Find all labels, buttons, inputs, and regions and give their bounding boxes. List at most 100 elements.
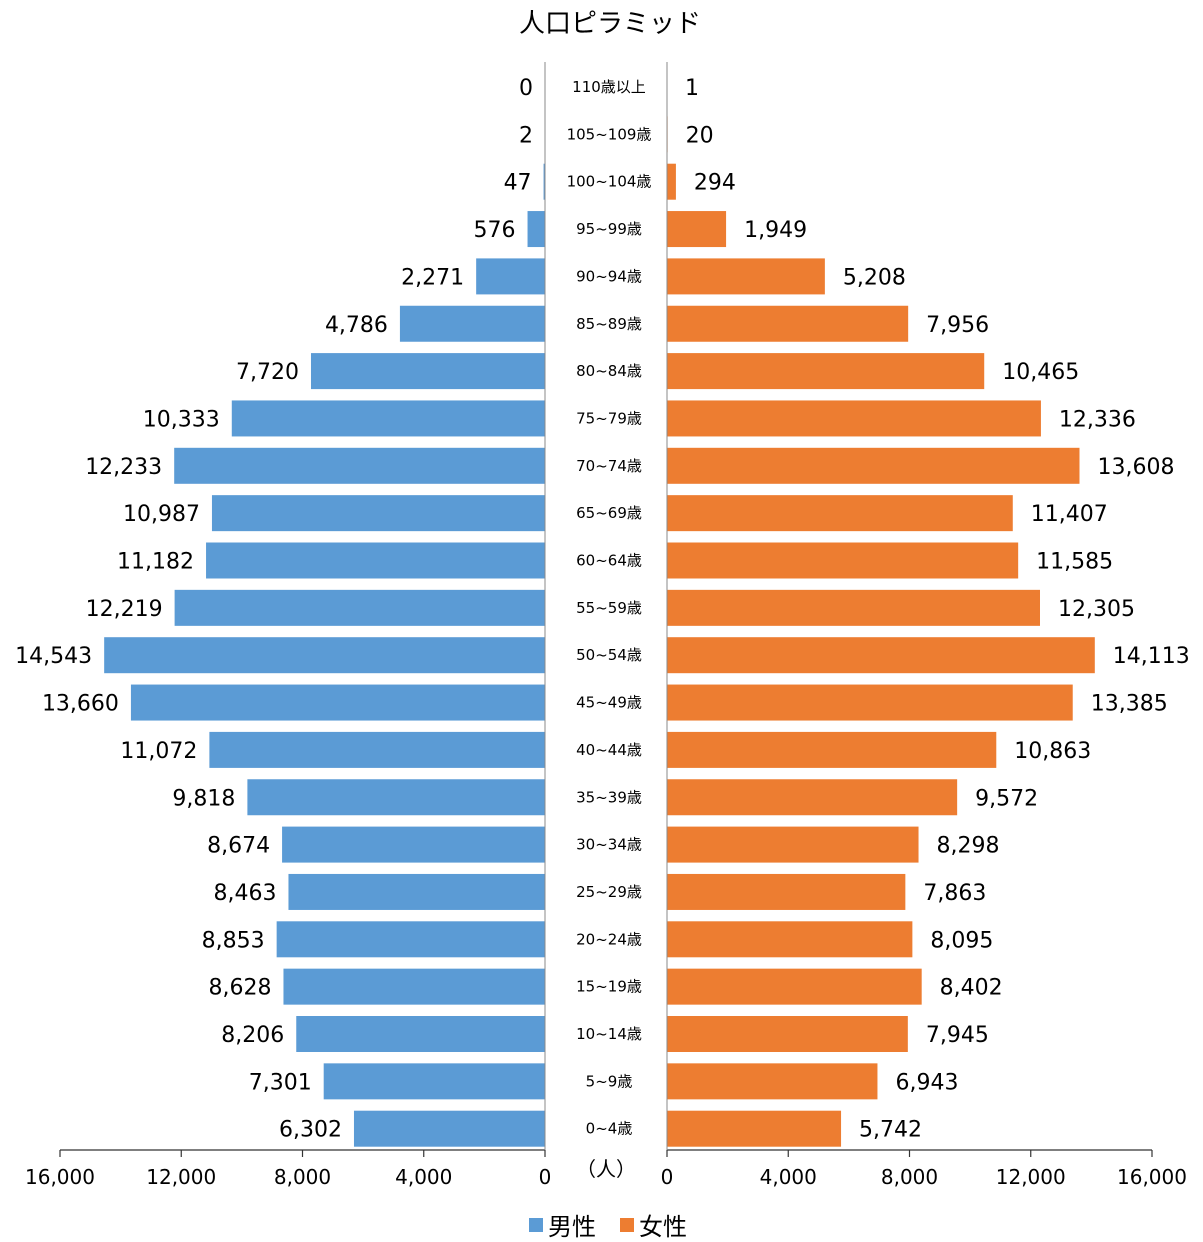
age-group-label: 105~109歳 (567, 125, 652, 143)
female-bar (667, 684, 1073, 721)
age-group-label: 55~59歳 (576, 599, 642, 617)
male-bar (353, 1110, 545, 1147)
female-value-label: 20 (686, 123, 714, 148)
bars-layer: 110歳以上 0 1 105~109歳 2 20 100~104歳 47 294 95~99歳 57… (15, 69, 1190, 1147)
male-value-label: 47 (504, 171, 532, 196)
age-group-label: 40~44歳 (576, 741, 642, 759)
male-value-label: 13,660 (42, 692, 119, 717)
female-value-label: 6,943 (895, 1070, 958, 1095)
age-group-label: 70~74歳 (576, 457, 642, 475)
female-tick-label: 8,000 (881, 1165, 938, 1189)
female-bar (667, 542, 1019, 579)
female-bar (667, 353, 985, 390)
legend-female-label: 女性 (639, 1213, 687, 1241)
male-value-label: 576 (474, 218, 516, 243)
age-group-label: 20~24歳 (576, 930, 642, 948)
male-value-label: 12,219 (86, 597, 163, 622)
male-bar (282, 826, 545, 863)
male-bar (283, 968, 545, 1005)
female-bar (667, 826, 919, 863)
age-group-label: 25~29歳 (576, 883, 642, 901)
female-value-label: 8,298 (937, 834, 1000, 859)
female-tick-label: 0 (661, 1165, 674, 1189)
age-group-label: 100~104歳 (567, 173, 652, 191)
male-value-label: 8,628 (208, 976, 271, 1001)
male-value-label: 12,233 (85, 455, 162, 480)
male-value-label: 6,302 (279, 1118, 342, 1143)
male-value-label: 11,072 (120, 739, 197, 764)
male-bar (296, 1016, 545, 1052)
female-value-label: 10,465 (1002, 360, 1079, 385)
female-value-label: 10,863 (1014, 739, 1091, 764)
male-value-label: 8,674 (207, 834, 270, 859)
female-value-label: 13,608 (1097, 455, 1174, 480)
chart-title: 人口ピラミッド (519, 9, 701, 39)
female-bar (667, 731, 997, 768)
male-bar (130, 684, 545, 721)
legend-male-label: 男性 (548, 1213, 596, 1241)
male-bar (104, 637, 545, 674)
female-value-label: 5,208 (843, 265, 906, 290)
axes-layer: 0 0 4,000 4,000 8,000 8,000 12,000 12,000 16,000… (25, 62, 1187, 1189)
male-value-label: 4,786 (325, 313, 388, 338)
male-bar (543, 163, 545, 200)
female-bar (667, 258, 825, 295)
age-group-label: 5~9歳 (586, 1072, 633, 1090)
male-bar (527, 211, 545, 248)
age-group-label: 90~94歳 (576, 267, 642, 285)
female-value-label: 13,385 (1091, 692, 1168, 717)
legend-female-swatch (620, 1218, 634, 1232)
age-group-label: 60~64歳 (576, 552, 642, 570)
female-value-label: 9,572 (975, 786, 1038, 811)
female-bar (667, 163, 676, 200)
female-tick-label: 12,000 (996, 1165, 1066, 1189)
female-value-label: 294 (694, 171, 736, 196)
female-bar (667, 873, 906, 910)
female-value-label: 5,742 (859, 1118, 922, 1143)
age-group-label: 15~19歳 (576, 978, 642, 996)
male-value-label: 0 (519, 76, 533, 101)
age-group-label: 75~79歳 (576, 409, 642, 427)
male-bar (206, 542, 545, 579)
female-value-label: 8,402 (940, 976, 1003, 1001)
female-bar (667, 779, 958, 816)
female-value-label: 7,945 (926, 1023, 989, 1048)
female-value-label: 11,585 (1036, 550, 1113, 575)
female-value-label: 8,095 (930, 928, 993, 953)
male-bar (276, 921, 545, 958)
female-bar (667, 637, 1095, 674)
male-value-label: 8,853 (202, 928, 265, 953)
female-bar (667, 400, 1041, 437)
male-bar (323, 1063, 545, 1100)
female-tick-label: 16,000 (1117, 1165, 1187, 1189)
male-bar (231, 400, 545, 437)
female-bar (667, 921, 913, 958)
unit-label: （人） (576, 1157, 636, 1181)
female-value-label: 11,407 (1031, 502, 1108, 527)
female-bar (667, 305, 909, 342)
female-value-label: 7,863 (923, 881, 986, 906)
female-value-label: 12,336 (1059, 407, 1136, 432)
male-tick-label: 16,000 (25, 1165, 95, 1189)
male-bar (174, 447, 545, 484)
female-bar (667, 495, 1013, 532)
age-group-label: 35~39歳 (576, 788, 642, 806)
male-value-label: 10,333 (143, 407, 220, 432)
age-group-label: 85~89歳 (576, 315, 642, 333)
male-tick-label: 4,000 (395, 1165, 452, 1189)
male-value-label: 8,463 (213, 881, 276, 906)
male-value-label: 2,271 (401, 265, 464, 290)
male-value-label: 8,206 (221, 1023, 284, 1048)
age-group-label: 65~69歳 (576, 504, 642, 522)
age-group-label: 10~14歳 (576, 1025, 642, 1043)
female-bar (667, 211, 727, 248)
male-tick-label: 8,000 (274, 1165, 331, 1189)
male-value-label: 11,182 (117, 550, 194, 575)
male-bar (476, 258, 545, 295)
female-value-label: 1 (685, 76, 699, 101)
female-bar (667, 447, 1080, 484)
male-bar (211, 495, 546, 532)
male-tick-label: 12,000 (146, 1165, 216, 1189)
female-value-label: 14,113 (1113, 644, 1190, 669)
